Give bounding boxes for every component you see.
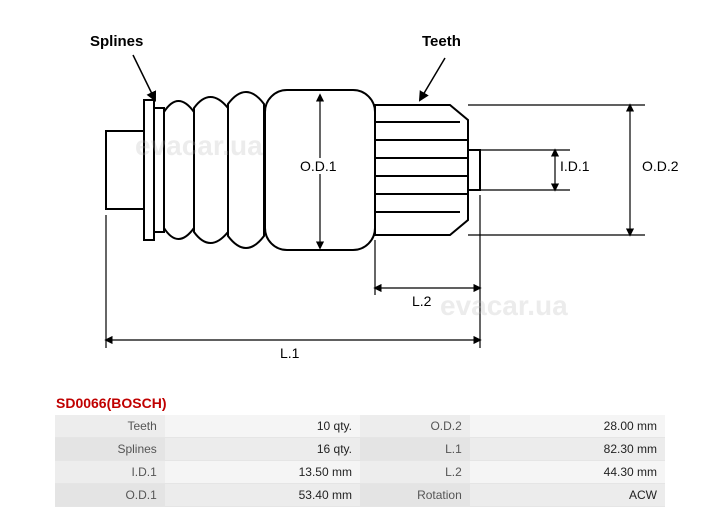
label-splines: Splines (90, 33, 143, 50)
table-cell: Rotation (360, 484, 470, 507)
table-cell: 16 qty. (165, 438, 360, 461)
table-cell: 82.30 mm (470, 438, 665, 461)
part-number: SD0066(BOSCH) (56, 395, 166, 411)
table-cell: O.D.2 (360, 415, 470, 438)
table-cell: 53.40 mm (165, 484, 360, 507)
dim-od2 (468, 105, 645, 235)
table-cell: Splines (55, 438, 165, 461)
teeth-pointer (420, 58, 445, 100)
table-row: O.D.153.40 mmRotationACW (55, 484, 665, 507)
spring (164, 92, 264, 248)
dim-id1 (480, 150, 570, 190)
table-cell: 44.30 mm (470, 461, 665, 484)
shaft-splines (106, 100, 164, 240)
table-row: I.D.113.50 mmL.244.30 mm (55, 461, 665, 484)
table-cell: Teeth (55, 415, 165, 438)
dim-label-l1: L.1 (280, 345, 299, 361)
spec-table: Teeth10 qty.O.D.228.00 mmSplines16 qty.L… (55, 415, 665, 507)
spec-table-body: Teeth10 qty.O.D.228.00 mmSplines16 qty.L… (55, 415, 665, 507)
splines-pointer (133, 55, 155, 100)
dim-label-id1: I.D.1 (560, 158, 590, 174)
label-teeth: Teeth (422, 33, 461, 50)
table-cell: 28.00 mm (470, 415, 665, 438)
table-cell: L.2 (360, 461, 470, 484)
table-cell: 10 qty. (165, 415, 360, 438)
table-cell: O.D.1 (55, 484, 165, 507)
table-cell: 13.50 mm (165, 461, 360, 484)
table-row: Teeth10 qty.O.D.228.00 mm (55, 415, 665, 438)
dim-label-od2: O.D.2 (642, 158, 679, 174)
table-cell: L.1 (360, 438, 470, 461)
gear-teeth (375, 105, 468, 235)
dim-label-l2: L.2 (412, 293, 431, 309)
table-row: Splines16 qty.L.182.30 mm (55, 438, 665, 461)
technical-drawing (0, 0, 720, 380)
dim-label-od1: O.D.1 (298, 158, 339, 174)
diagram-area: Splines Teeth O.D.1 I.D.1 O.D.2 L.2 L.1 … (0, 0, 720, 380)
table-cell: ACW (470, 484, 665, 507)
table-cell: I.D.1 (55, 461, 165, 484)
boss (468, 150, 480, 190)
